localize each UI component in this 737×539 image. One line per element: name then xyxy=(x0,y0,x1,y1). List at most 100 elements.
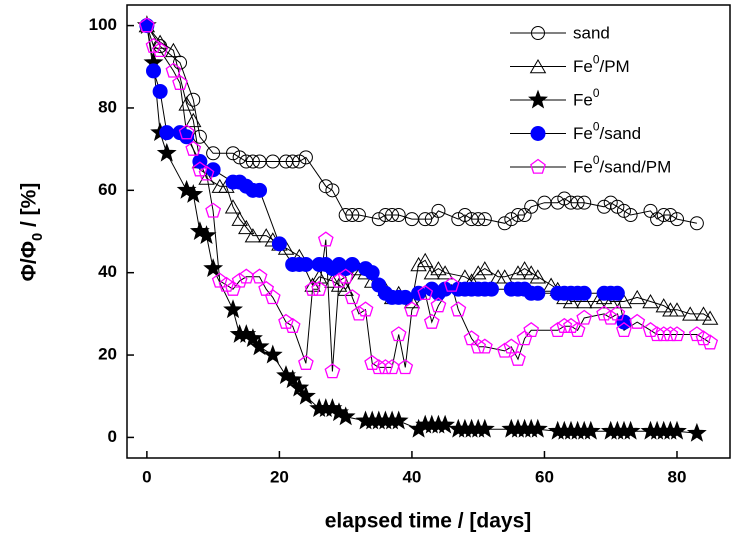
marker xyxy=(569,321,586,338)
marker xyxy=(577,195,592,210)
marker xyxy=(224,199,242,214)
marker xyxy=(669,326,685,342)
y-tick-label: 20 xyxy=(98,345,117,364)
y-tick-label: 100 xyxy=(89,15,117,34)
marker xyxy=(344,256,360,272)
legend-label: Fe0/PM xyxy=(573,53,630,76)
marker xyxy=(165,62,182,78)
marker xyxy=(304,280,321,296)
marker xyxy=(404,301,420,317)
marker xyxy=(655,326,672,342)
marker xyxy=(185,112,202,128)
marker xyxy=(203,258,224,277)
marker xyxy=(391,208,406,223)
marker xyxy=(231,211,248,226)
marker xyxy=(172,74,188,90)
marker xyxy=(430,261,447,276)
legend-label: sand xyxy=(573,23,610,42)
marker xyxy=(530,285,546,301)
marker xyxy=(196,225,217,245)
marker xyxy=(527,418,548,438)
marker xyxy=(282,369,303,389)
marker xyxy=(497,216,512,231)
marker xyxy=(331,272,347,288)
marker xyxy=(477,212,492,227)
marker xyxy=(178,124,195,140)
marker xyxy=(695,306,712,321)
marker xyxy=(298,354,314,370)
y-axis-title: Φ/Φ0 / [%] xyxy=(18,183,46,282)
marker xyxy=(629,289,646,305)
legend-marker xyxy=(531,26,545,40)
marker xyxy=(603,195,618,210)
marker xyxy=(523,321,540,338)
marker xyxy=(576,293,593,309)
marker xyxy=(509,265,527,280)
marker xyxy=(510,350,526,366)
marker xyxy=(284,317,301,333)
marker xyxy=(609,285,625,301)
marker xyxy=(649,326,665,342)
marker xyxy=(650,212,665,227)
marker xyxy=(435,414,455,434)
legend: sand Fe0/PM Fe0 Fe0/sand Fe0/sand/PM xyxy=(510,23,671,176)
marker xyxy=(165,42,182,58)
marker xyxy=(430,297,447,313)
marker xyxy=(642,293,659,309)
y-tick-label: 40 xyxy=(98,262,117,281)
marker xyxy=(410,256,427,272)
marker xyxy=(317,231,334,247)
marker xyxy=(225,280,241,296)
marker xyxy=(483,281,499,297)
marker xyxy=(198,165,215,181)
marker xyxy=(450,301,467,317)
marker xyxy=(371,212,386,227)
marker xyxy=(231,272,248,288)
marker xyxy=(244,228,262,243)
marker xyxy=(186,92,201,107)
marker xyxy=(397,359,414,375)
marker xyxy=(223,299,243,319)
marker xyxy=(516,330,533,346)
x-tick-label: 40 xyxy=(402,467,421,486)
marker xyxy=(522,265,540,280)
marker xyxy=(292,154,307,169)
marker xyxy=(388,410,409,430)
marker xyxy=(351,208,366,223)
marker xyxy=(655,298,672,313)
marker xyxy=(662,326,679,342)
marker xyxy=(179,129,195,145)
marker xyxy=(423,265,441,280)
marker xyxy=(311,280,328,296)
marker xyxy=(476,261,494,276)
marker xyxy=(242,328,263,348)
marker xyxy=(146,63,162,79)
marker xyxy=(562,293,580,309)
marker xyxy=(262,344,283,364)
marker xyxy=(185,140,202,156)
marker xyxy=(656,208,671,223)
y-tick-label: 0 xyxy=(108,427,117,446)
x-tick-label: 0 xyxy=(142,467,151,486)
marker xyxy=(318,179,333,194)
x-tick-label: 20 xyxy=(270,467,289,486)
marker xyxy=(682,306,699,321)
marker xyxy=(529,269,547,284)
legend-marker xyxy=(528,89,548,109)
marker xyxy=(390,326,407,342)
marker xyxy=(557,191,572,206)
x-tick-label: 60 xyxy=(535,467,554,486)
marker xyxy=(436,265,454,280)
marker xyxy=(335,406,356,426)
marker xyxy=(417,284,434,300)
marker xyxy=(516,261,533,276)
marker xyxy=(556,317,573,333)
marker xyxy=(252,182,268,198)
legend-label: Fe0 xyxy=(573,86,600,109)
marker xyxy=(226,146,241,161)
legend-marker xyxy=(530,158,546,174)
marker xyxy=(443,276,460,292)
marker xyxy=(152,41,169,58)
marker xyxy=(418,212,433,227)
marker xyxy=(503,338,520,354)
